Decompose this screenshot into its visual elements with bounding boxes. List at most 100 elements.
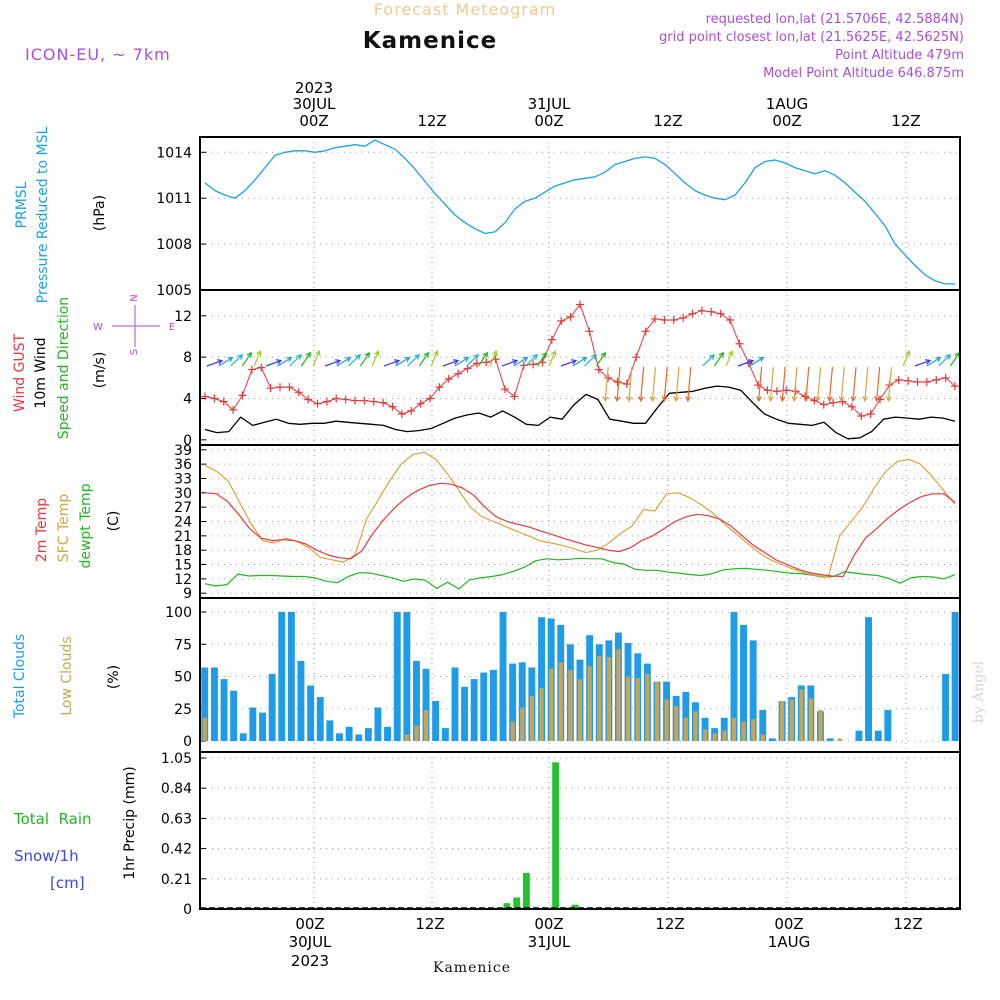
wind-direction-arrowhead [945, 354, 952, 360]
wind-direction-arrow [663, 366, 668, 401]
wind-dir-label: Speed and Direction [56, 297, 72, 439]
total-cloud-bar [749, 640, 757, 741]
wind-direction-arrow [902, 350, 910, 367]
low-cloud-bar [626, 676, 631, 741]
wind-direction-arrow [828, 366, 833, 401]
top-hour-4: 12Z [653, 112, 682, 130]
wind-direction-arrow [548, 350, 556, 367]
gust-marker [679, 313, 688, 322]
gust-marker [726, 315, 734, 324]
wind-direction-arrowhead [432, 350, 439, 357]
compass-w: W [93, 322, 103, 333]
low-cloud-bar [751, 719, 756, 741]
low-cloud-bar [606, 657, 611, 741]
wind-direction-arrow [442, 359, 459, 367]
wind-direction-arrowhead [373, 350, 380, 357]
gust-marker [716, 309, 725, 318]
wind-direction-arrowhead [718, 351, 725, 358]
wind-direction-arrowhead [767, 396, 774, 403]
sfc-temp-line [204, 451, 956, 579]
wind-direction-arrow [289, 354, 302, 367]
wind-direction-arrow [312, 350, 320, 367]
gust-marker [238, 391, 247, 400]
low-cloud-bar [779, 701, 785, 741]
gust-marker [922, 377, 931, 386]
pressure-ytick-label: 1008 [156, 237, 192, 253]
total-cloud-bar [393, 612, 401, 741]
total-cloud-bar [740, 624, 747, 741]
pressure-line [204, 139, 955, 285]
total-cloud-bar [336, 733, 343, 741]
pressure-ytick-label: 1014 [156, 145, 192, 161]
total-cloud-bar [451, 667, 459, 741]
watermark: by Angel [971, 660, 987, 723]
wind-direction-arrow [430, 350, 438, 367]
gust-marker [754, 381, 763, 390]
gust-marker [257, 363, 266, 372]
low-cloud-bar [731, 717, 736, 741]
wind-direction-arrowhead [286, 356, 293, 363]
wind-direction-arrow [371, 350, 379, 367]
wind-direction-arrowhead [246, 351, 253, 358]
gust-marker [669, 315, 678, 324]
wind-direction-arrowhead [364, 351, 371, 358]
wind-direction-arrowhead [709, 354, 716, 360]
wind-direction-arrow [817, 366, 822, 401]
total-cloud-bar [307, 685, 315, 741]
bottom-day-1: 30JUL [289, 933, 332, 951]
low-cloud-bar [635, 677, 640, 741]
gust-marker [604, 373, 613, 382]
top-hour-2: 12Z [417, 112, 446, 130]
wind-direction-arrow [702, 354, 715, 367]
top-day-3: 1AUG [766, 95, 808, 113]
clouds-ytick-label: 0 [183, 734, 192, 750]
wind-direction-arrow [383, 359, 400, 367]
wind-direction-arrow [675, 366, 680, 401]
temp-sfc-label: SFC Temp [56, 494, 72, 563]
model-altitude: Model Point Altitude 646.875m [763, 66, 964, 81]
total-cloud-bar [364, 728, 372, 741]
point-altitude: Point Altitude 479m [835, 48, 964, 63]
low-cloud-bar [520, 707, 525, 741]
requested-coords: requested lon,lat (21.5706E, 42.5884N) [706, 12, 964, 27]
wind-direction-arrowhead [727, 350, 734, 357]
wind-direction-arrowhead [541, 351, 548, 358]
compass-e: E [169, 322, 175, 333]
wind-direction-arrowhead [591, 354, 598, 360]
wind-ytick-label: 0 [183, 433, 192, 449]
wind-direction-arrowhead [453, 359, 460, 365]
wind-direction-arrowhead [649, 396, 656, 403]
wind-direction-arrowhead [685, 396, 692, 403]
gust-marker [566, 312, 575, 321]
wind-plot-area [200, 290, 960, 445]
gust-marker [735, 339, 744, 348]
gust-marker [247, 365, 256, 374]
temp-ytick-label: 39 [174, 443, 192, 459]
total-cloud-bar [374, 707, 382, 741]
wind-direction-arrow [938, 354, 951, 367]
wind-direction-arrowhead [600, 351, 607, 358]
gust-marker [632, 353, 641, 362]
low-cloud-bar [664, 699, 669, 741]
low-cloud-bar [693, 711, 698, 741]
precip-ytick-label: 1.05 [161, 751, 192, 767]
wind-panel: 0 4 8 12 [174, 289, 961, 449]
wind-direction-arrow [781, 366, 786, 401]
top-hour-3: 00Z [534, 112, 563, 130]
wind-direction-arrow [489, 350, 497, 367]
wind-ytick-label: 4 [183, 392, 192, 408]
total-cloud-bar [951, 612, 959, 741]
total-cloud-bar [499, 612, 507, 741]
compass-rose: N S W E [93, 294, 175, 355]
low-cloud-bar [202, 717, 207, 741]
low-cloud-bar [703, 729, 708, 741]
temp-unit: (C) [106, 511, 122, 532]
gust-marker [397, 410, 406, 418]
wind-gust-label: Wind GUST [12, 333, 28, 412]
low-cloud-bar [712, 733, 717, 741]
total-cloud-bar [518, 662, 526, 741]
gust-marker [351, 396, 359, 405]
total-cloud-bar [345, 726, 353, 741]
temp-ytick-label: 21 [174, 529, 192, 545]
